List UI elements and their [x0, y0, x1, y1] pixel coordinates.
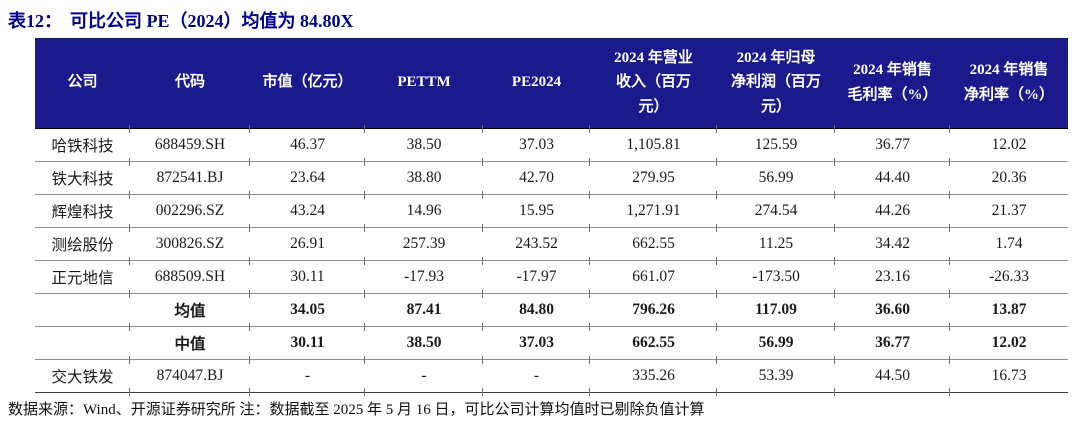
cell-revenue: 662.55 [589, 322, 717, 360]
cell-code: 300826.SZ [129, 223, 250, 261]
cell-net-margin: 16.73 [949, 355, 1068, 395]
cell-net-profit: 117.09 [716, 289, 835, 327]
cell-gross-margin: 36.77 [834, 322, 950, 360]
cell-pettm: -17.93 [364, 256, 483, 294]
cell-pe2024: 37.03 [482, 322, 590, 360]
cell-net-margin: 21.37 [949, 190, 1068, 228]
cell-pe2024: 15.95 [482, 190, 590, 228]
comparable-companies-table: 公司 代码 市值（亿元） PETTM PE2024 2024 年营业 收入（百万… [35, 38, 1068, 395]
cell-market-cap: - [249, 355, 365, 395]
column-header-net-profit-2024: 2024 年归母 净利润（百万 元） [717, 38, 835, 129]
cell-market-cap: 26.91 [249, 223, 365, 261]
cell-net-profit: 274.54 [716, 190, 835, 228]
column-header-market-cap: 市值（亿元） [250, 38, 365, 129]
cell-net-margin: 12.02 [949, 322, 1068, 360]
cell-net-profit: 53.39 [716, 355, 835, 395]
cell-revenue: 796.26 [589, 289, 717, 327]
cell-revenue: 661.07 [589, 256, 717, 294]
cell-net-margin: 1.74 [949, 223, 1068, 261]
cell-company: 交大铁发 [35, 359, 130, 393]
table-row-huihuang: 辉煌科技 002296.SZ 43.24 14.96 15.95 1,271.9… [35, 190, 1068, 228]
column-header-gross-margin-2024: 2024 年销售 毛利率（%） [835, 38, 950, 129]
cell-company: 正元地信 [35, 260, 130, 294]
cell-market-cap: 23.64 [249, 157, 365, 195]
cell-code: 688509.SH [129, 256, 250, 294]
cell-code: 872541.BJ [129, 157, 250, 195]
cell-pe2024: -17.97 [482, 256, 590, 294]
table-row-hatie: 哈铁科技 688459.SH 46.37 38.50 37.03 1,105.8… [35, 124, 1068, 162]
cell-pettm: 38.80 [364, 157, 483, 195]
cell-market-cap: 34.05 [249, 289, 365, 327]
cell-company: 哈铁科技 [35, 128, 130, 162]
cell-code: 均值 [129, 289, 250, 327]
table-row-cehui: 测绘股份 300826.SZ 26.91 257.39 243.52 662.5… [35, 223, 1068, 261]
cell-net-margin: 12.02 [949, 124, 1068, 162]
cell-gross-margin: 36.77 [834, 124, 950, 162]
cell-pe2024: 37.03 [482, 124, 590, 162]
table-number-label: 表12： [8, 11, 62, 31]
cell-pettm: 87.41 [364, 289, 483, 327]
cell-net-margin: -26.33 [949, 256, 1068, 294]
table-title-text: 可比公司 PE（2024）均值为 84.80X [70, 11, 354, 31]
cell-pettm: 257.39 [364, 223, 483, 261]
table-title: 表12： 可比公司 PE（2024）均值为 84.80X [8, 7, 354, 33]
header-row: 公司 代码 市值（亿元） PETTM PE2024 2024 年营业 收入（百万… [35, 38, 1068, 129]
cell-market-cap: 30.11 [249, 322, 365, 360]
cell-net-margin: 20.36 [949, 157, 1068, 195]
cell-gross-margin: 34.42 [834, 223, 950, 261]
cell-company: 铁大科技 [35, 161, 130, 195]
cell-market-cap: 46.37 [249, 124, 365, 162]
column-header-net-margin-2024: 2024 年销售 净利率（%） [950, 38, 1068, 129]
cell-revenue: 335.26 [589, 355, 717, 395]
cell-net-profit: 56.99 [716, 157, 835, 195]
table-row-median: 中值 30.11 38.50 37.03 662.55 56.99 36.77 … [35, 322, 1068, 360]
cell-market-cap: 43.24 [249, 190, 365, 228]
column-header-revenue-2024: 2024 年营业 收入（百万 元） [590, 38, 717, 129]
cell-revenue: 662.55 [589, 223, 717, 261]
cell-company: 测绘股份 [35, 227, 130, 261]
source-note: 数据来源：Wind、开源证券研究所 注：数据截至 2025 年 5 月 16 日… [8, 402, 705, 418]
cell-pettm: 38.50 [364, 124, 483, 162]
cell-gross-margin: 44.50 [834, 355, 950, 395]
cell-code: 874047.BJ [129, 355, 250, 395]
cell-net-profit: 125.59 [716, 124, 835, 162]
cell-pe2024: 243.52 [482, 223, 590, 261]
cell-code: 中值 [129, 322, 250, 360]
column-header-company: 公司 [35, 38, 130, 129]
cell-pettm: 14.96 [364, 190, 483, 228]
cell-company [35, 326, 130, 360]
table-row-tieda: 铁大科技 872541.BJ 23.64 38.80 42.70 279.95 … [35, 157, 1068, 195]
cell-market-cap: 30.11 [249, 256, 365, 294]
cell-pe2024: 84.80 [482, 289, 590, 327]
cell-net-profit: 11.25 [716, 223, 835, 261]
cell-net-profit: -173.50 [716, 256, 835, 294]
cell-company: 辉煌科技 [35, 194, 130, 228]
cell-revenue: 279.95 [589, 157, 717, 195]
cell-pettm: 38.50 [364, 322, 483, 360]
column-header-pettm: PETTM [365, 38, 483, 129]
cell-gross-margin: 44.26 [834, 190, 950, 228]
cell-net-profit: 56.99 [716, 322, 835, 360]
column-header-code: 代码 [130, 38, 250, 129]
cell-gross-margin: 36.60 [834, 289, 950, 327]
table-row-zhengyuan: 正元地信 688509.SH 30.11 -17.93 -17.97 661.0… [35, 256, 1068, 294]
cell-pettm: - [364, 355, 483, 395]
column-header-pe2024: PE2024 [483, 38, 590, 129]
cell-gross-margin: 23.16 [834, 256, 950, 294]
cell-net-margin: 13.87 [949, 289, 1068, 327]
cell-pe2024: 42.70 [482, 157, 590, 195]
cell-company [35, 293, 130, 327]
cell-gross-margin: 44.40 [834, 157, 950, 195]
cell-pe2024: - [482, 355, 590, 395]
cell-revenue: 1,271.91 [589, 190, 717, 228]
cell-code: 002296.SZ [129, 190, 250, 228]
table-row-jiaoda: 交大铁发 874047.BJ - - - 335.26 53.39 44.50 … [35, 355, 1068, 395]
table-row-mean: 均值 34.05 87.41 84.80 796.26 117.09 36.60… [35, 289, 1068, 327]
cell-code: 688459.SH [129, 124, 250, 162]
cell-revenue: 1,105.81 [589, 124, 717, 162]
